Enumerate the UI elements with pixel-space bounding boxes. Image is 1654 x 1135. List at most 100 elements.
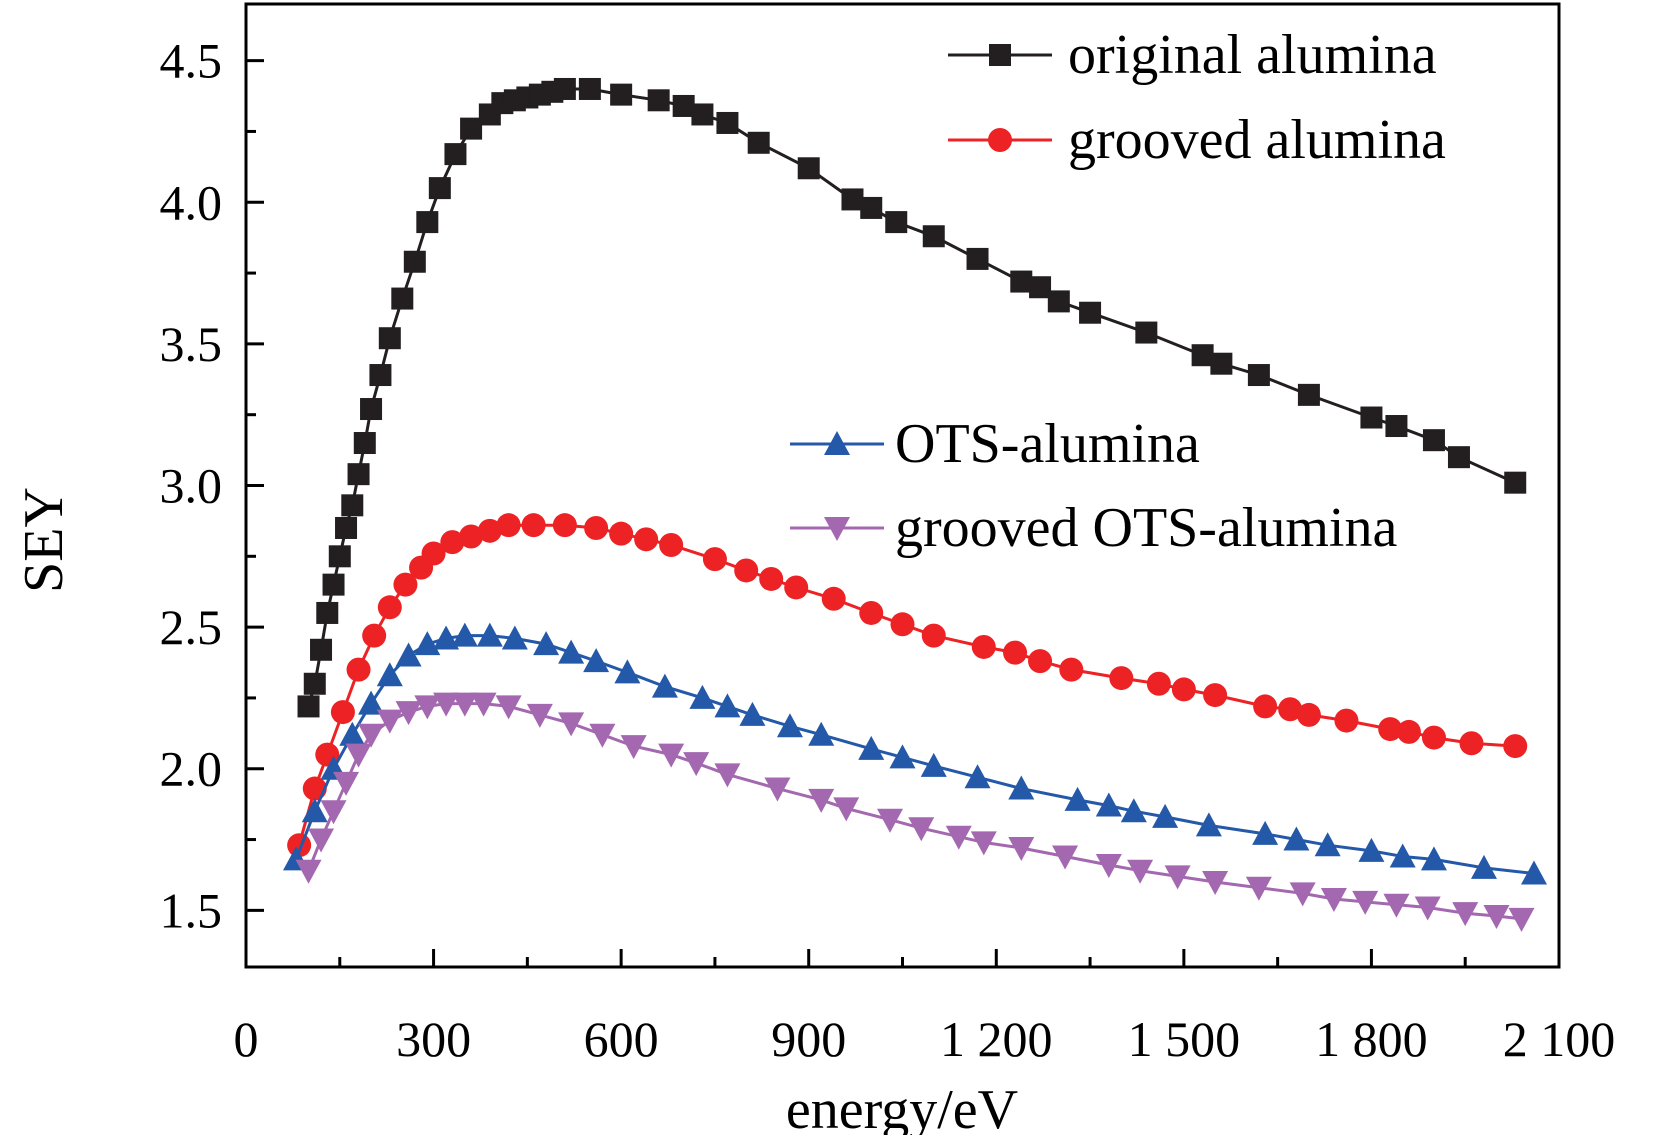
data-point xyxy=(614,659,641,684)
data-point xyxy=(1483,905,1510,930)
y-tick-label: 2.0 xyxy=(160,741,223,797)
data-point xyxy=(860,196,883,219)
data-point xyxy=(1334,708,1359,733)
y-tick-label: 4.5 xyxy=(160,33,223,89)
data-point xyxy=(1195,812,1222,837)
data-point xyxy=(526,703,553,728)
data-point xyxy=(1320,888,1347,913)
data-point xyxy=(477,518,502,543)
series-layer xyxy=(283,77,1547,932)
data-point xyxy=(460,117,483,140)
data-point xyxy=(558,639,585,664)
data-point xyxy=(890,612,915,637)
data-point xyxy=(501,625,528,650)
data-point xyxy=(1421,725,1446,750)
y-axis-title: SEY xyxy=(13,487,75,593)
data-point xyxy=(921,623,946,648)
data-point xyxy=(335,516,358,539)
data-point xyxy=(1252,820,1279,845)
data-point xyxy=(1283,826,1310,851)
series-2 xyxy=(283,622,1547,885)
data-point xyxy=(376,662,403,687)
data-point xyxy=(451,622,478,647)
series-3 xyxy=(295,692,1535,932)
data-point xyxy=(310,638,333,661)
data-point xyxy=(297,695,320,718)
series-1 xyxy=(287,513,1528,858)
y-tick-label: 4.0 xyxy=(160,174,223,230)
data-point xyxy=(393,572,418,597)
data-point xyxy=(1008,837,1035,862)
data-point xyxy=(421,541,446,566)
data-point xyxy=(1003,640,1028,665)
data-point xyxy=(301,798,328,823)
legend-marker xyxy=(988,128,1012,152)
data-point xyxy=(1079,301,1102,324)
legend-label: OTS-alumina xyxy=(895,413,1200,475)
data-point xyxy=(764,777,791,802)
data-point xyxy=(345,743,372,768)
data-point xyxy=(553,77,576,100)
data-point xyxy=(691,103,714,126)
data-point xyxy=(341,494,364,517)
data-point xyxy=(358,690,385,715)
data-point xyxy=(414,631,441,656)
data-point xyxy=(403,250,426,273)
data-point xyxy=(347,463,370,486)
legend-marker xyxy=(824,431,850,455)
data-point xyxy=(1352,890,1379,915)
data-point xyxy=(395,701,422,726)
data-point xyxy=(1470,854,1497,879)
data-point xyxy=(416,211,439,234)
data-point xyxy=(714,693,741,718)
data-point xyxy=(1447,446,1470,469)
data-point xyxy=(1120,798,1147,823)
x-tick-label: 900 xyxy=(771,1011,846,1067)
data-point xyxy=(1414,896,1441,921)
data-point xyxy=(339,721,366,746)
data-point xyxy=(1064,786,1091,811)
data-point xyxy=(521,513,546,538)
data-point xyxy=(858,735,885,760)
data-point xyxy=(647,89,670,112)
legend-entry: grooved OTS-alumina xyxy=(790,497,1397,559)
data-point xyxy=(1095,792,1122,817)
data-point xyxy=(797,157,820,180)
data-point xyxy=(459,524,484,549)
x-tick-label: 0 xyxy=(234,1011,259,1067)
x-tick-label: 300 xyxy=(396,1011,471,1067)
data-point xyxy=(440,530,465,555)
data-point xyxy=(320,800,347,825)
data-point xyxy=(1008,775,1035,800)
data-point xyxy=(360,398,383,421)
data-point xyxy=(1383,893,1410,918)
data-point xyxy=(702,547,727,572)
data-point xyxy=(496,513,521,538)
series-0 xyxy=(297,77,1527,718)
data-point xyxy=(451,692,478,717)
data-point xyxy=(1164,865,1191,890)
y-axis: 1.5 2.0 2.5 3.0 3.5 4.0 4.5 xyxy=(160,33,264,938)
legend-label: grooved alumina xyxy=(1068,109,1446,171)
data-point xyxy=(552,513,577,538)
data-point xyxy=(672,94,695,117)
data-point xyxy=(1052,845,1079,870)
data-point xyxy=(1191,344,1214,367)
data-point xyxy=(1253,694,1278,719)
data-point xyxy=(808,721,835,746)
data-point xyxy=(378,327,401,350)
data-point xyxy=(1422,429,1445,452)
data-point xyxy=(689,684,716,709)
data-point xyxy=(328,545,351,568)
data-point xyxy=(470,692,497,717)
data-point xyxy=(433,625,460,650)
data-point xyxy=(1503,734,1528,759)
data-point xyxy=(358,723,385,748)
data-point xyxy=(808,788,835,813)
data-point xyxy=(1278,697,1303,722)
data-point xyxy=(369,364,392,387)
data-point xyxy=(922,225,945,248)
data-point xyxy=(428,177,451,200)
data-point xyxy=(964,764,991,789)
data-point xyxy=(945,825,972,850)
